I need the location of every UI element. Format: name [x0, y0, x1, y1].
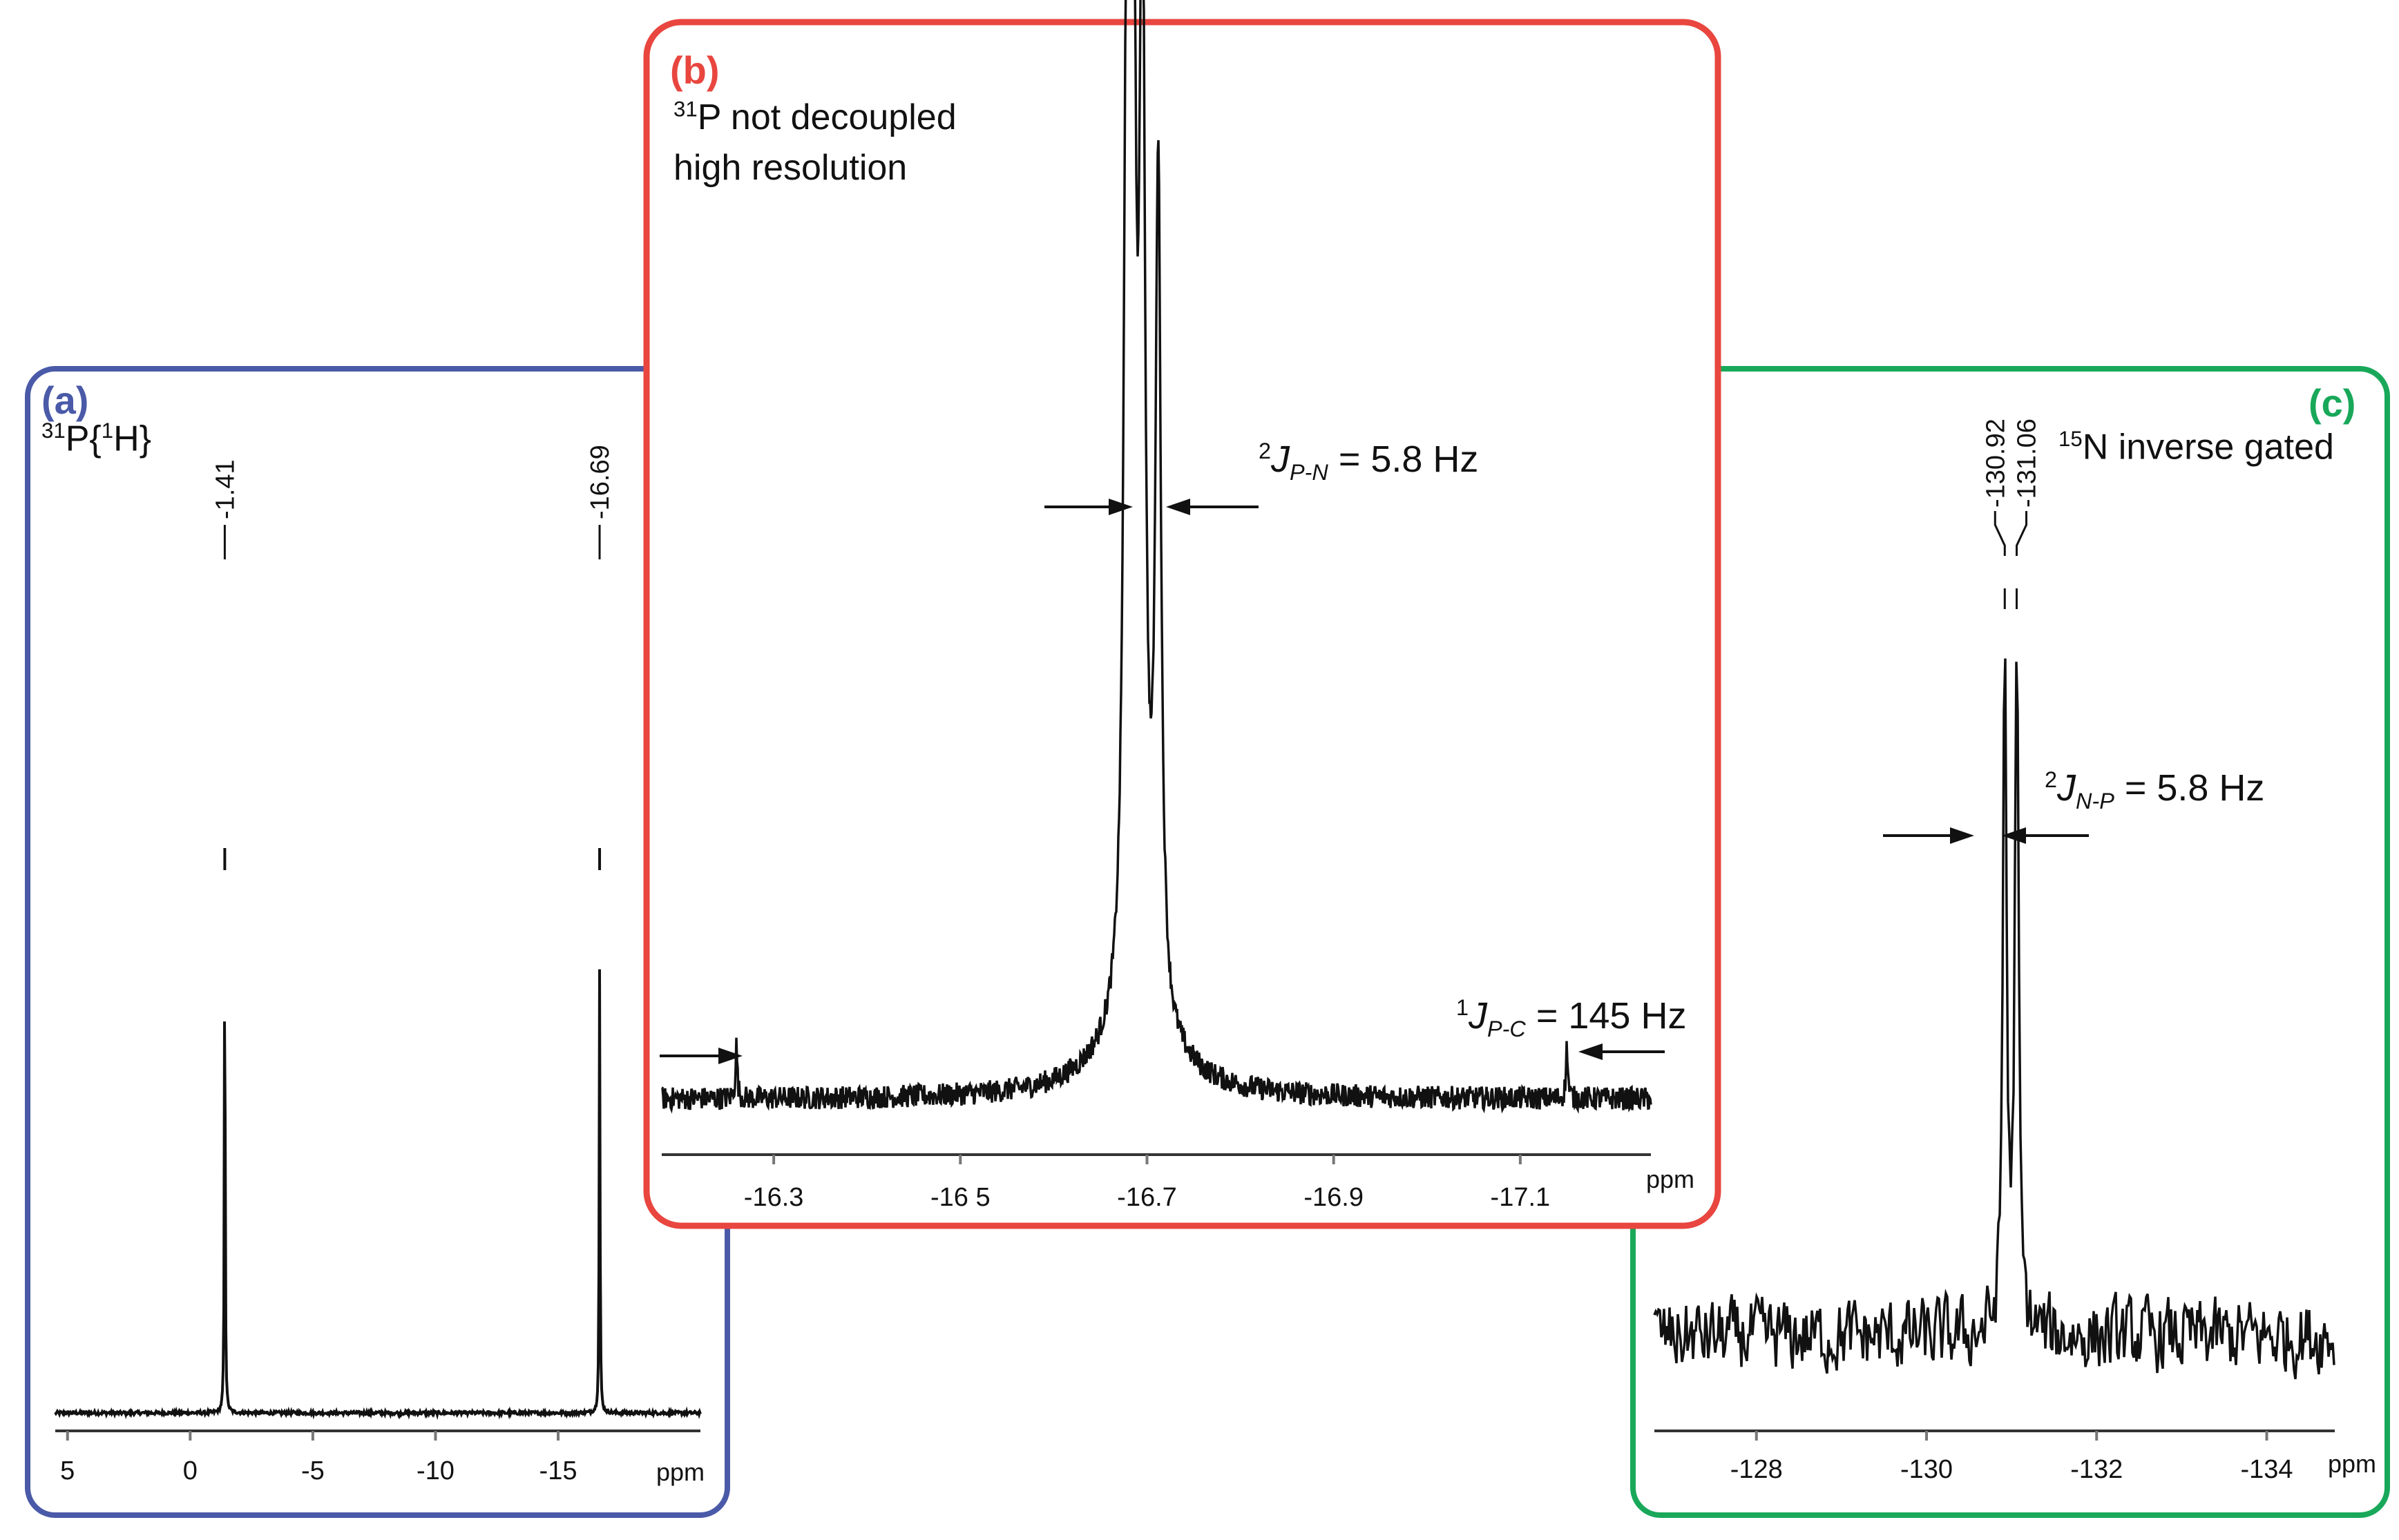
panel-c-title-main: N inverse gated	[2082, 427, 2334, 468]
panel-c-coupling-np-j: J	[2057, 767, 2076, 809]
panel-b-letter: (b)	[670, 48, 720, 92]
panel-b-coupling-pc: 1JP-C = 145 Hz	[1456, 994, 1686, 1042]
panel-b-coupling-arrow-left	[1044, 499, 1133, 515]
panel-c-tick-label: -132	[2070, 1455, 2123, 1484]
panel-b-satellite-arrow-right	[1578, 1043, 1665, 1060]
panel-c-title-isotope: 15	[2058, 427, 2083, 451]
panel-b-tick-label: -16.7	[1117, 1183, 1177, 1212]
panel-b-coupling-pc-nuclei: P-C	[1487, 1016, 1526, 1041]
panel-a-x-ticks: 5 0 -5 -10 -15	[60, 1431, 577, 1485]
panel-b-coupling-pn-order: 2	[1259, 439, 1272, 463]
panel-c-coupling-arrow-left	[1883, 827, 1974, 844]
panel-a-peak-label: -16.69	[586, 445, 615, 519]
panel-c-peak-label-leader	[1994, 511, 2006, 556]
panel-b-x-ticks: -16.3 -16 5 -16.7 -16.9 -17.1	[744, 1155, 1550, 1212]
panel-c-peak-labels: -130.92 -131.06	[1981, 418, 2042, 609]
panel-b-coupling-pc-j: J	[1469, 995, 1488, 1037]
panel-b-coupling-pn: 2JP-N = 5.8 Hz	[1259, 438, 1478, 485]
panel-a-frame	[25, 366, 730, 1518]
panel-b-coupling-pc-order: 1	[1456, 995, 1469, 1020]
panel-b-title-isotope: 31	[673, 97, 698, 122]
panel-c-peak-label: -130.92	[1981, 418, 2010, 508]
panel-b-tick-label: -16 5	[930, 1183, 991, 1212]
panel-c-peak-label-leader	[2016, 511, 2028, 556]
panel-a-xlabel: ppm	[656, 1458, 705, 1486]
panel-b-frame	[643, 19, 1721, 1229]
panel-a-tick-label: 0	[183, 1456, 198, 1485]
panel-a-letter: (a)	[41, 378, 89, 422]
panel-b-plot: -16.3 -16 5 -16.7 -16.9 -17.1 ppm	[660, 0, 1694, 1212]
panel-c-xlabel: ppm	[2328, 1450, 2376, 1478]
panel-a-tick-label: 5	[60, 1456, 75, 1485]
panel-c-coupling-np: 2JN-P = 5.8 Hz	[2045, 767, 2264, 814]
panel-c-coupling-arrow-right	[2002, 827, 2089, 844]
panel-a-title-main: P{	[65, 418, 102, 459]
panel-c-coupling-np-order: 2	[2045, 767, 2058, 792]
panel-b-tick-label: -16.3	[744, 1183, 804, 1212]
panel-a-title: 31P{1H}	[41, 418, 151, 460]
panel-b-xlabel: ppm	[1646, 1165, 1694, 1193]
panel-c-tick-label: -130	[1900, 1455, 1953, 1484]
panel-c-letter: (c)	[2309, 381, 2356, 425]
panel-a-title-isotope2: 1	[101, 418, 114, 443]
panel-c-title: 15N inverse gated	[2058, 427, 2334, 468]
panel-b-spectrum-line	[661, 0, 1652, 1114]
panel-b-coupling-pn-nuclei: P-N	[1290, 459, 1328, 485]
panel-a-spectrum-line	[54, 969, 702, 1421]
panel-b-satellite-arrow-left	[660, 1048, 743, 1064]
panel-b-coupling-pn-value: = 5.8 Hz	[1328, 439, 1479, 480]
panel-b-title-line2: high resolution	[673, 147, 908, 188]
panel-a-tick-label: -15	[539, 1456, 577, 1485]
panel-c-tick-label: -128	[1730, 1455, 1783, 1484]
panel-c-coupling-np-value: = 5.8 Hz	[2114, 767, 2265, 809]
panel-b-title: 31P not decoupled high resolution	[673, 93, 957, 193]
panel-a-tick-label: -10	[417, 1456, 455, 1485]
panel-c-coupling-np-nuclei: N-P	[2076, 788, 2114, 814]
panel-b-coupling-pn-j: J	[1271, 439, 1290, 480]
panel-c-x-ticks: -128 -130 -132 -134	[1730, 1431, 2293, 1484]
panel-a-peak-labels: -1.41 -16.69	[211, 445, 615, 870]
panel-a-title-tail: H}	[113, 418, 152, 459]
panel-c-tick-label: -134	[2240, 1455, 2293, 1484]
panel-b-title-line1: 31P not decoupled	[673, 93, 957, 143]
panel-a-tick-label: -5	[301, 1456, 325, 1485]
panel-b-coupling-arrow-right	[1166, 499, 1259, 515]
panel-c-spectrum-line	[1653, 658, 2335, 1380]
panel-a-title-isotope: 31	[41, 418, 66, 443]
panel-a-plot: 5 0 -5 -10 -15 ppm -1.41 -16.69	[54, 445, 705, 1486]
panel-b-tick-label: -17.1	[1491, 1183, 1551, 1212]
panel-c-plot: -128 -130 -132 -134 ppm -130.92 -131.06	[1653, 418, 2376, 1484]
panel-a-peak-label: -1.41	[211, 459, 240, 519]
panel-c-peak-label: -131.06	[2013, 418, 2042, 508]
panel-c-frame	[1630, 366, 2390, 1518]
panel-b-title-line1-text: P not decoupled	[697, 97, 957, 137]
panel-b-coupling-pc-value: = 145 Hz	[1525, 995, 1687, 1037]
panel-b-tick-label: -16.9	[1303, 1183, 1364, 1212]
